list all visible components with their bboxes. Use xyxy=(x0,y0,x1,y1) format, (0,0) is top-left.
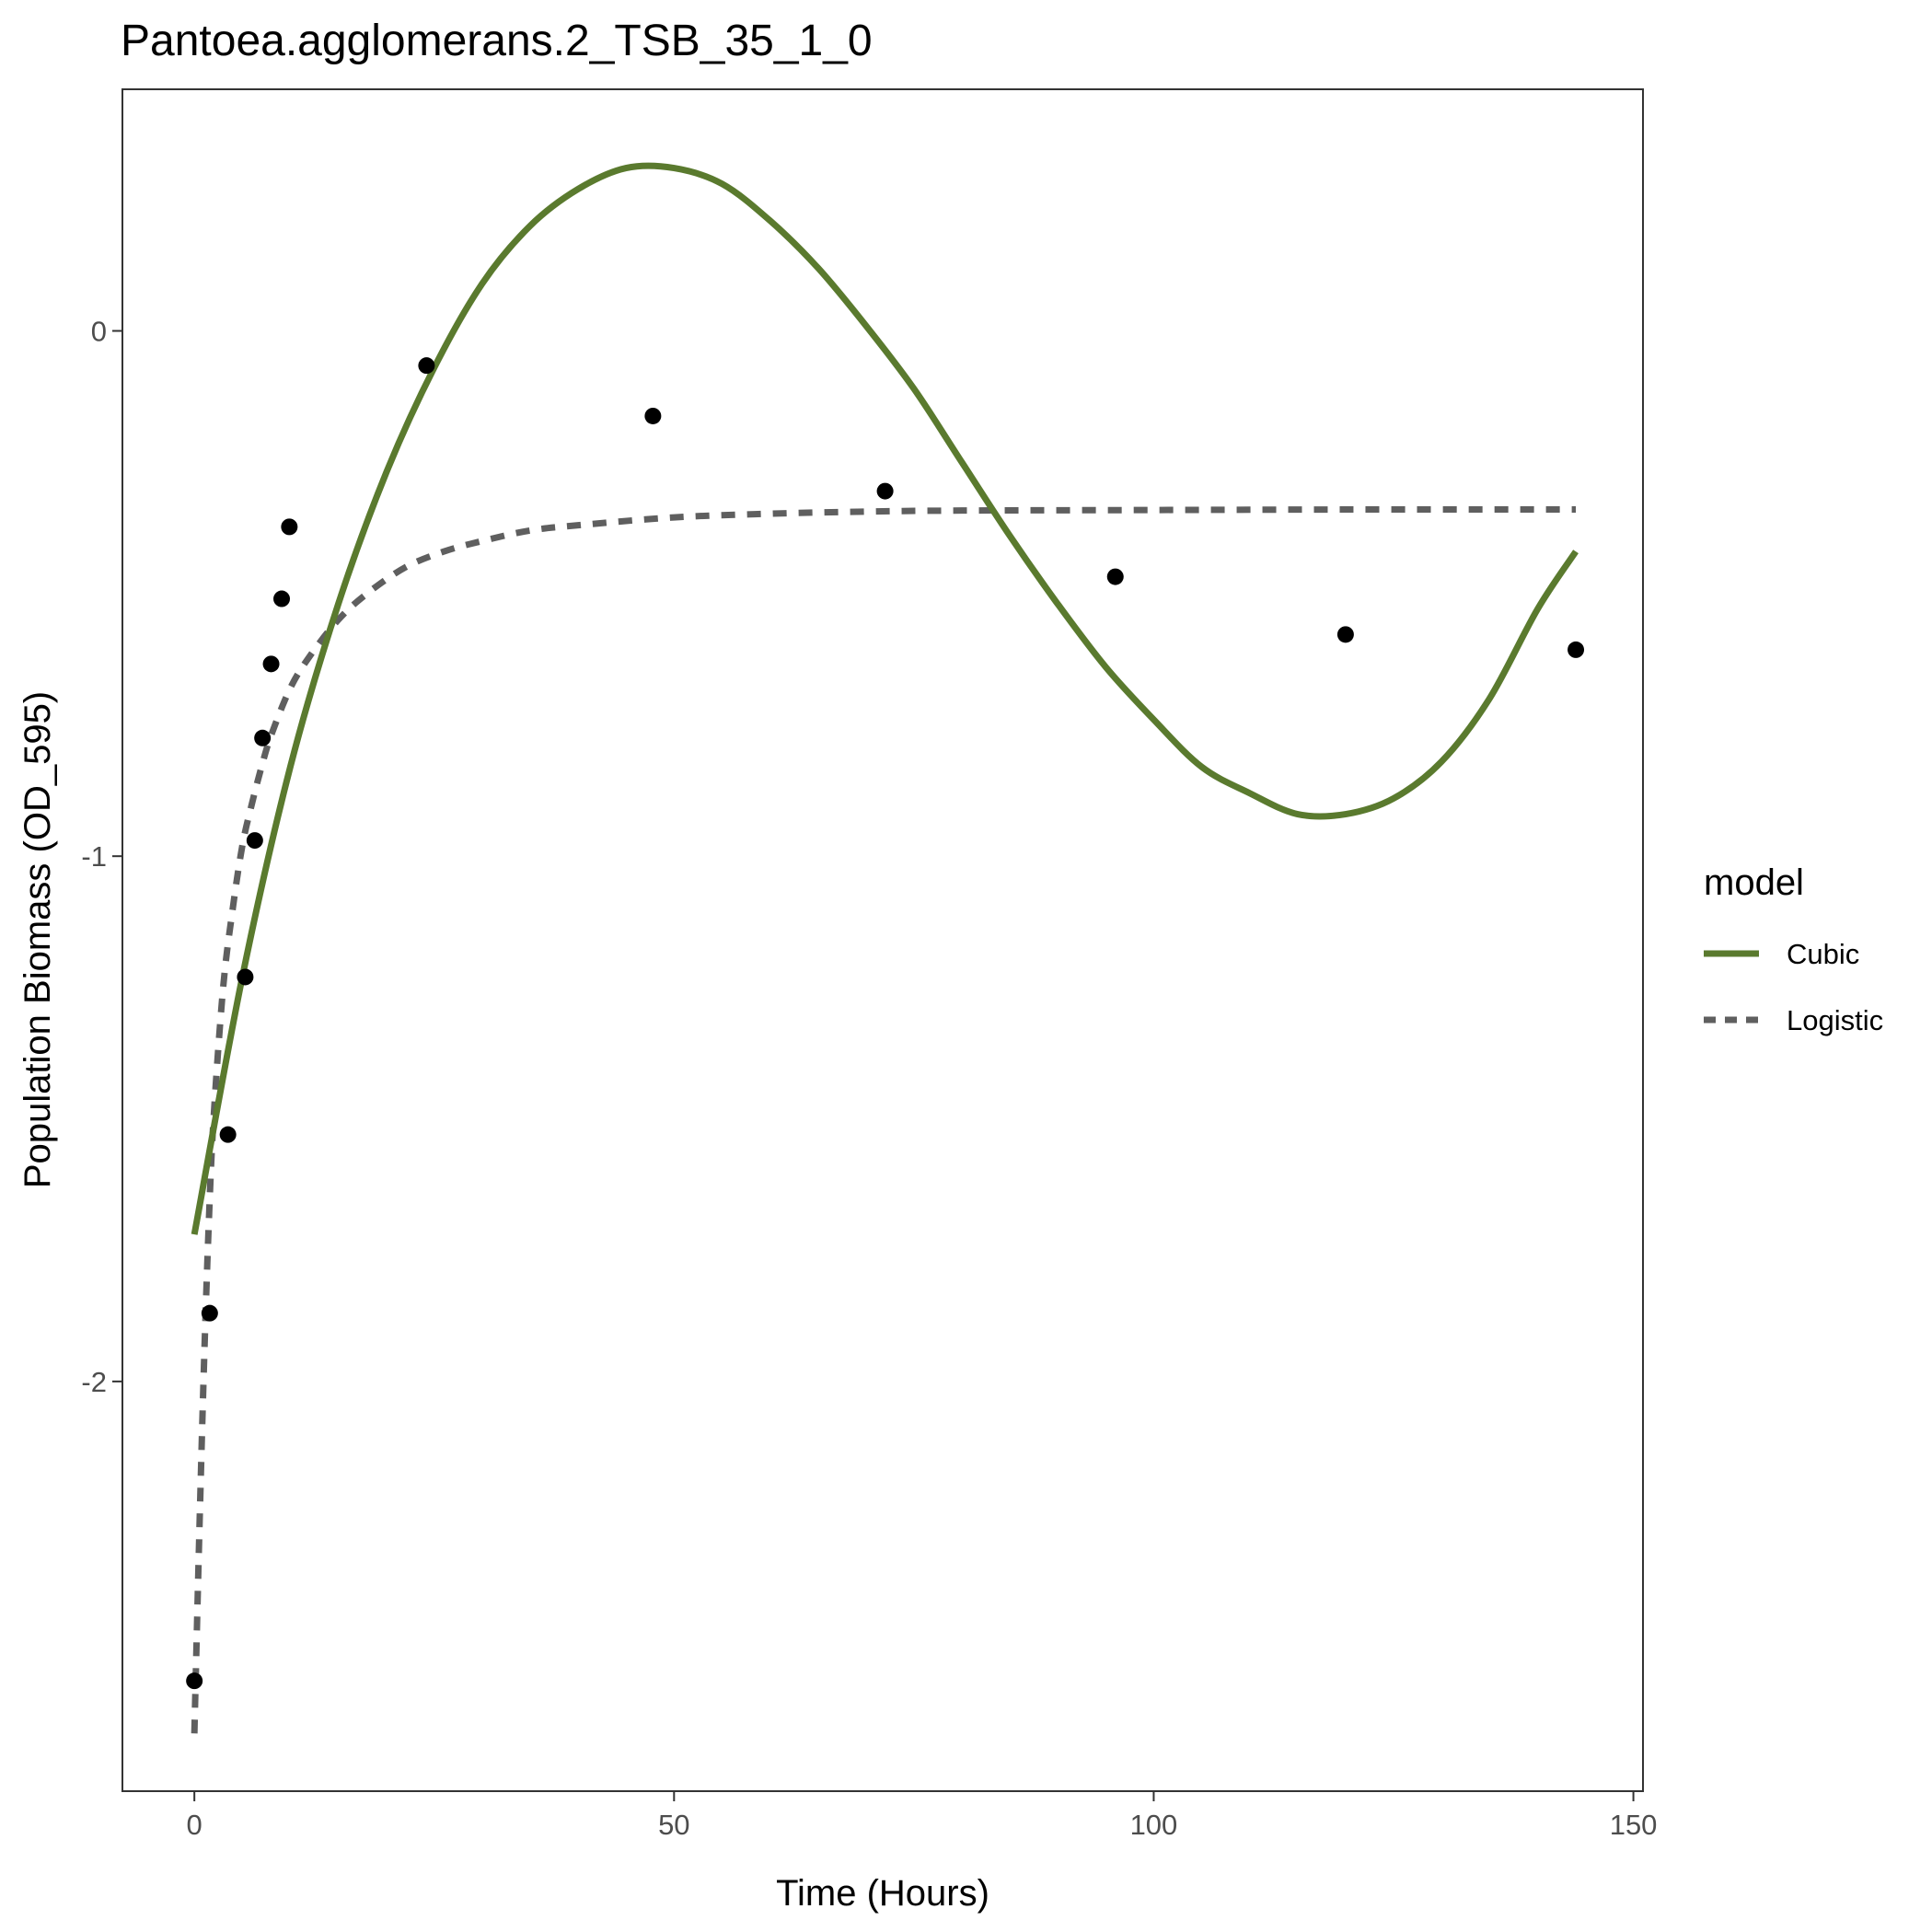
data-point xyxy=(644,407,662,424)
data-point xyxy=(876,482,894,500)
data-point xyxy=(246,832,263,850)
legend: model Cubic Logistic xyxy=(1704,862,1883,1036)
data-point xyxy=(418,357,435,375)
x-tick-label: 150 xyxy=(1610,1809,1658,1841)
data-point xyxy=(186,1672,203,1690)
legend-entry-cubic: Cubic xyxy=(1704,938,1859,970)
data-point xyxy=(237,968,254,986)
legend-label-cubic: Cubic xyxy=(1787,938,1859,970)
data-point xyxy=(254,729,272,746)
y-axis-title: Population Biomass (OD_595) xyxy=(17,691,58,1188)
data-point xyxy=(201,1304,218,1322)
y-tick-label: 0 xyxy=(91,316,107,348)
plot-panel xyxy=(121,88,1644,1792)
data-points xyxy=(186,357,1585,1690)
x-tick-label: 0 xyxy=(187,1809,202,1841)
series-line-logistic xyxy=(191,506,1577,1734)
data-point xyxy=(281,518,298,536)
legend-entries: Cubic Logistic xyxy=(1704,938,1883,1036)
legend-title: model xyxy=(1704,862,1804,903)
x-axis-title: Time (Hours) xyxy=(776,1873,989,1914)
data-point xyxy=(273,590,291,607)
x-tick-label: 50 xyxy=(658,1809,689,1841)
legend-entry-logistic: Logistic xyxy=(1704,1004,1883,1036)
series-line-cubic xyxy=(191,162,1579,1235)
y-tick-label: -1 xyxy=(81,840,107,873)
data-point xyxy=(1568,641,1585,658)
y-tick-label: -2 xyxy=(81,1366,107,1398)
series-layer xyxy=(191,162,1579,1734)
data-point xyxy=(1106,568,1124,585)
data-point xyxy=(1336,626,1354,643)
x-axis: 0 50 100 150 xyxy=(187,1791,1658,1841)
data-point xyxy=(262,655,280,673)
chart-title: Pantoea.agglomerans.2_TSB_35_1_0 xyxy=(121,17,873,65)
legend-label-logistic: Logistic xyxy=(1787,1004,1883,1036)
y-axis: -2 -1 0 xyxy=(81,316,122,1398)
data-point xyxy=(219,1126,237,1143)
x-tick-label: 100 xyxy=(1130,1809,1178,1841)
